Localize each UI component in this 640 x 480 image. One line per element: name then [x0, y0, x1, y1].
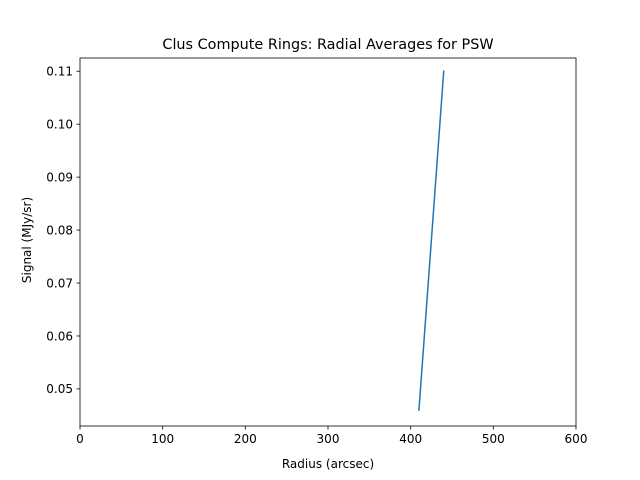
- y-tick-label: 0.05: [46, 382, 73, 396]
- x-axis-label: Radius (arcsec): [282, 457, 374, 471]
- x-tick-label: 200: [234, 432, 257, 446]
- plot-area: [418, 70, 445, 411]
- series-line: [418, 70, 445, 411]
- y-tick-label: 0.08: [46, 223, 73, 237]
- y-tick-label: 0.10: [46, 117, 73, 131]
- y-tick-label: 0.07: [46, 276, 73, 290]
- y-tick-label: 0.11: [46, 65, 73, 79]
- y-axis: 0.05 0.06 0.07 0.08 0.09 0.10 0.11: [46, 65, 80, 396]
- chart-title: Clus Compute Rings: Radial Averages for …: [162, 37, 493, 53]
- x-tick-label: 500: [482, 432, 505, 446]
- y-tick-label: 0.09: [46, 170, 73, 184]
- x-tick-label: 100: [151, 432, 174, 446]
- x-tick-label: 600: [565, 432, 588, 446]
- x-tick-label: 0: [76, 432, 84, 446]
- y-axis-label: Signal (MJy/sr): [20, 197, 34, 283]
- x-tick-label: 300: [317, 432, 340, 446]
- plot-frame: [79, 57, 577, 427]
- x-tick-label: 400: [399, 432, 422, 446]
- x-axis: 0 100 200 300 400 500 600: [76, 426, 587, 446]
- y-tick-label: 0.06: [46, 329, 73, 343]
